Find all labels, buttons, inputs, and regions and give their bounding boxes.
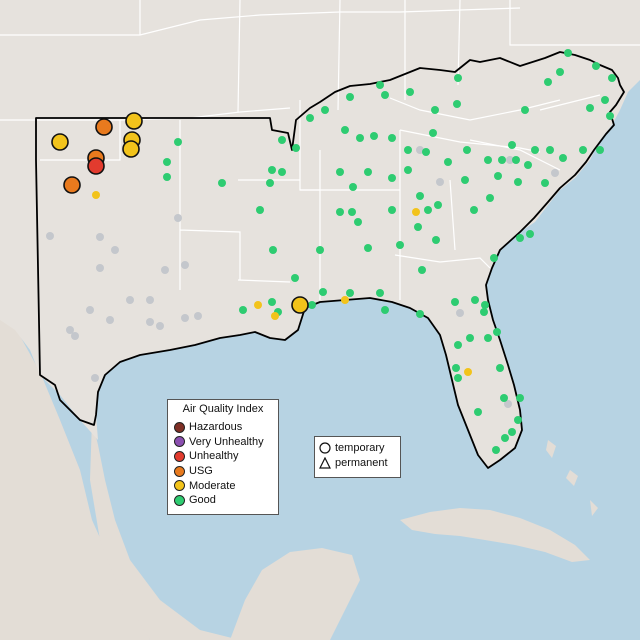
aqi-legend-item-unhealthy: Unhealthy (168, 449, 278, 464)
type-legend-label: permanent (335, 456, 388, 469)
triangle-icon (319, 456, 331, 469)
yucatan-land (230, 548, 360, 640)
aqi-legend-label: USG (189, 465, 213, 478)
unhealthy-swatch-icon (174, 450, 185, 462)
aqi-legend-title: Air Quality Index (182, 403, 264, 415)
aqi-legend-item-good: Good (168, 493, 278, 508)
type-legend-item-temporary: temporary (315, 440, 400, 455)
good-swatch-icon (174, 494, 185, 506)
large-sites (51, 112, 309, 314)
moderate-small-sites (92, 191, 472, 376)
very-unhealthy-swatch-icon (174, 436, 185, 448)
cuba-land (400, 508, 590, 562)
good-sites (163, 49, 616, 454)
circle-icon (319, 441, 331, 454)
aqi-legend-item-usg: USG (168, 464, 278, 479)
hazardous-swatch-icon (174, 421, 185, 433)
no-data-sites (46, 146, 559, 408)
mexico-land (0, 300, 150, 640)
type-legend-item-permanent: permanent (315, 455, 400, 470)
aqi-legend-label: Unhealthy (189, 450, 239, 463)
aqi-legend-label: Good (189, 494, 216, 507)
monitor-type-legend: temporary permanent (314, 436, 401, 478)
aqi-legend-item-very-unhealthy: Very Unhealthy (168, 435, 278, 450)
aqi-legend-label: Moderate (189, 479, 236, 492)
region-outline (35, 51, 625, 469)
mexico-coast (90, 420, 240, 640)
aqi-legend-item-hazardous: Hazardous (168, 420, 278, 435)
state-borders (0, 0, 640, 300)
aqi-legend: Air Quality Index Hazardous Very Unhealt… (167, 399, 279, 515)
aqi-legend-item-moderate: Moderate (168, 478, 278, 493)
aqi-legend-label: Hazardous (189, 421, 243, 434)
type-legend-label: temporary (335, 441, 385, 454)
bahamas-land (546, 440, 598, 516)
moderate-swatch-icon (174, 480, 185, 492)
usg-swatch-icon (174, 465, 185, 477)
aqi-legend-label: Very Unhealthy (189, 435, 264, 448)
